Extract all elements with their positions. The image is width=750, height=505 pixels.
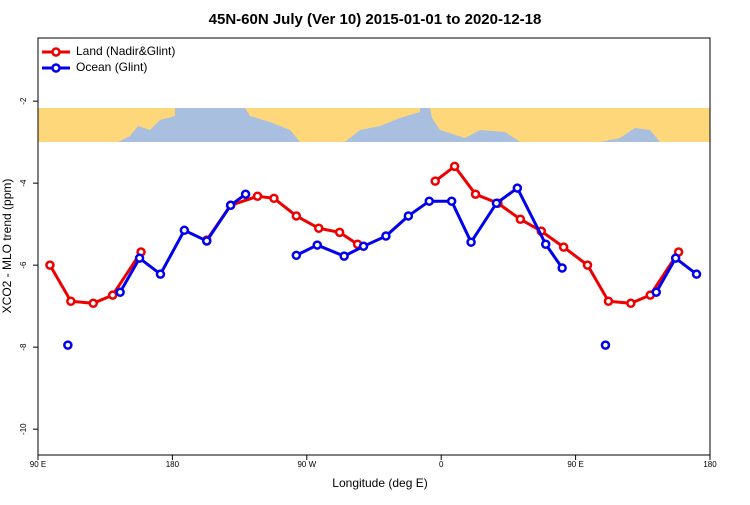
- point: [107, 290, 118, 300]
- point: [515, 214, 526, 224]
- point: [582, 260, 593, 270]
- point: [240, 189, 251, 199]
- point: [45, 260, 55, 270]
- point: [269, 193, 279, 204]
- point: [403, 211, 414, 221]
- point: [252, 191, 263, 202]
- legend-label: Land (Nadir&Glint): [76, 44, 175, 58]
- x-tick-label: 0: [439, 460, 444, 469]
- point: [600, 340, 611, 350]
- point: [201, 236, 212, 246]
- point: [339, 251, 349, 261]
- point: [66, 296, 76, 306]
- point: [63, 340, 73, 350]
- point: [155, 269, 166, 279]
- point: [449, 161, 460, 172]
- point: [225, 200, 236, 211]
- y-axis-label: XCO2 - MLO trend (ppm): [0, 179, 14, 314]
- map-band: [38, 108, 710, 142]
- legend-marker: [51, 63, 61, 73]
- point: [430, 176, 440, 186]
- point: [291, 250, 302, 261]
- legend-marker: [51, 47, 61, 57]
- point: [470, 189, 481, 199]
- point: [558, 242, 569, 252]
- x-axis-label: Longitude (deg E): [332, 476, 427, 490]
- x-tick-label: 180: [166, 460, 180, 469]
- point: [603, 296, 614, 306]
- point: [134, 253, 145, 263]
- point: [313, 223, 324, 234]
- point: [557, 263, 567, 273]
- y-tick-label: -10: [19, 423, 28, 435]
- x-tick-label: 90 E: [567, 460, 583, 469]
- point: [312, 240, 323, 250]
- y-tick-label: -8: [19, 343, 28, 351]
- y-tick-label: -6: [19, 261, 28, 269]
- point: [691, 269, 702, 279]
- x-tick-label: 90 E: [30, 460, 46, 469]
- point: [626, 298, 636, 309]
- x-tick-label: 180: [703, 460, 717, 469]
- point: [670, 253, 681, 263]
- y-tick-label: -2: [19, 97, 28, 105]
- series-line: [48, 164, 680, 305]
- x-tick-label: 90 W: [297, 460, 316, 469]
- point: [88, 298, 99, 309]
- point: [512, 183, 523, 193]
- point: [179, 225, 190, 236]
- point: [446, 196, 457, 206]
- plot-frame: [37, 37, 711, 456]
- point: [424, 196, 435, 206]
- chart-title: 45N-60N July (Ver 10) 2015-01-01 to 2020…: [209, 11, 542, 28]
- y-tick-label: -4: [19, 179, 28, 187]
- point: [115, 287, 125, 297]
- point: [540, 239, 551, 249]
- point: [491, 198, 502, 208]
- point: [651, 287, 661, 297]
- point: [381, 231, 391, 241]
- point: [334, 227, 345, 238]
- point: [291, 211, 302, 221]
- point: [466, 237, 476, 247]
- legend-label: Ocean (Glint): [76, 60, 147, 74]
- point: [358, 241, 369, 252]
